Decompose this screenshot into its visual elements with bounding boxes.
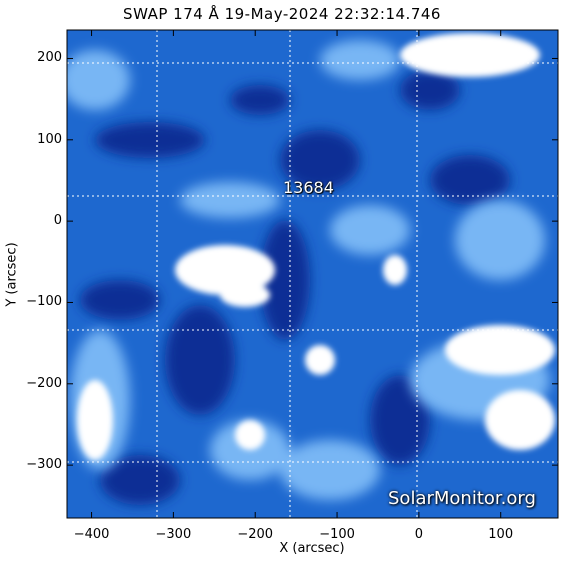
x-tick-label: 100 bbox=[488, 527, 514, 542]
y-tick-label: −300 bbox=[26, 457, 62, 473]
x-tick-label: −400 bbox=[73, 527, 110, 542]
x-tick-label: −200 bbox=[237, 527, 274, 542]
y-tick-label: 0 bbox=[53, 213, 62, 229]
image-title: SWAP 174 Å 19-May-2024 22:32:14.746 bbox=[123, 5, 441, 23]
x-axis-label: X (arcsec) bbox=[279, 541, 345, 556]
y-tick-label: 200 bbox=[37, 50, 62, 66]
x-tick-label: 0 bbox=[414, 527, 424, 542]
x-tick-label: −300 bbox=[155, 527, 192, 542]
plot-frame bbox=[66, 29, 559, 519]
y-tick-label: −200 bbox=[26, 375, 62, 391]
solar-image bbox=[67, 30, 558, 518]
y-tick-label: −100 bbox=[26, 294, 62, 310]
y-tick-label: 100 bbox=[37, 131, 62, 147]
active-region-label: 13684 bbox=[283, 178, 334, 197]
x-tick-label: −100 bbox=[319, 527, 355, 542]
axis-ticks bbox=[67, 30, 558, 518]
solarmonitor-watermark: SolarMonitor.org bbox=[388, 488, 536, 509]
